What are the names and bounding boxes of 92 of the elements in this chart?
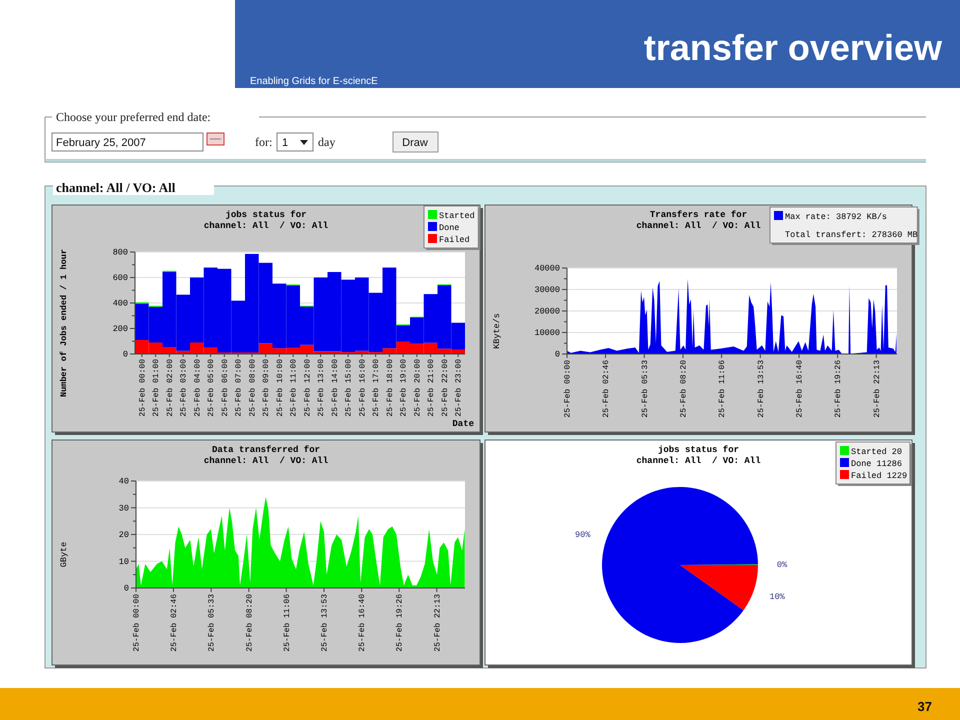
x-tick-label: 25-Feb 09:00 — [262, 358, 272, 417]
x-tick-label: 25-Feb 11:00 — [290, 358, 299, 417]
text: transfer overview — [644, 27, 943, 68]
x-tick-label: 25-Feb 22:13 — [433, 594, 442, 652]
legend-label: Done 11286 — [851, 459, 902, 469]
x-tick-label: 25-Feb 22:13 — [872, 360, 882, 418]
x-tick-label: 25-Feb 07:00 — [234, 358, 244, 417]
pie-slice — [680, 565, 758, 610]
text: 1 — [282, 137, 288, 149]
legend-label: Started — [439, 211, 475, 221]
legend-label: Started 20 — [851, 447, 902, 457]
text: for: — [255, 135, 272, 149]
x-tick-label: 25-Feb 15:00 — [344, 358, 354, 417]
x-tick-label: 25-Feb 16:40 — [796, 360, 805, 418]
x-tick-label: 25-Feb 00:00 — [138, 358, 148, 417]
pie-slice — [602, 487, 758, 643]
x-tick-label: 25-Feb 02:00 — [166, 358, 175, 417]
y-tick-label: 40000 — [534, 264, 560, 274]
chart-subtitle: channel: All / VO: All — [204, 456, 329, 466]
y-tick-label: 200 — [112, 324, 128, 334]
x-tick-label: 25-Feb 05:33 — [640, 360, 650, 418]
x-tick-label: 25-Feb 17:00 — [372, 358, 382, 417]
data-label: 90% — [575, 530, 592, 540]
chart-title: Transfers rate for — [650, 210, 748, 220]
x-tick-label: 25-Feb 13:53 — [320, 594, 330, 652]
text: February 25, 2007 — [56, 137, 146, 149]
x-tick-label: 25-Feb 02:46 — [602, 360, 612, 418]
x-tick-label: 25-Feb 05:33 — [208, 594, 217, 652]
x-tick-label: 25-Feb 11:06 — [718, 360, 728, 418]
y-tick-label: 600 — [112, 273, 128, 284]
chart-title: jobs status for — [658, 445, 740, 455]
y-axis-title: KByte/s — [492, 313, 502, 349]
x-tick-label: 25-Feb 00:00 — [564, 360, 573, 418]
text: day — [318, 135, 336, 149]
y-tick-label: 20 — [118, 530, 129, 540]
x-axis-title: Date — [452, 419, 474, 429]
x-tick-label: 25-Feb 19:26 — [834, 360, 844, 418]
x-tick-label: 25-Feb 23:00 — [454, 358, 464, 417]
y-tick-label: 800 — [112, 248, 128, 258]
x-tick-label: 25-Feb 01:00 — [152, 358, 162, 417]
x-tick-label: 25-Feb 22:00 — [440, 358, 450, 417]
y-tick-label: 40 — [118, 476, 129, 487]
x-tick-label: 25-Feb 04:00 — [193, 358, 202, 417]
text: channel: All / VO: All — [56, 180, 176, 195]
text: channel: All / VO: All — [636, 456, 762, 466]
chart-title: jobs status for — [225, 210, 307, 220]
x-tick-label: 25-Feb 08:20 — [680, 360, 689, 418]
x-tick-label: 25-Feb 14:00 — [330, 358, 340, 417]
x-tick-label: 25-Feb 20:00 — [413, 358, 422, 417]
legend-label: Done — [439, 223, 460, 233]
legend-label: Failed — [439, 235, 470, 245]
y-tick-label: 400 — [112, 298, 128, 309]
x-tick-label: 25-Feb 16:40 — [358, 594, 368, 652]
text: Total transfert: 278360 MB — [785, 230, 918, 240]
x-tick-label: 25-Feb 21:00 — [427, 358, 436, 417]
y-tick-label: 30 — [118, 503, 129, 514]
x-tick-label: 25-Feb 08:20 — [245, 594, 254, 652]
x-tick-label: 25-Feb 08:00 — [248, 358, 258, 417]
legend-label: Failed 1229 — [851, 471, 908, 481]
x-tick-label: 25-Feb 16:00 — [358, 358, 368, 417]
x-tick-label: 25-Feb 19:26 — [396, 594, 405, 652]
y-tick-label: 0 — [124, 584, 129, 594]
x-tick-label: 25-Feb 19:00 — [400, 358, 409, 417]
data-label: 10% — [770, 592, 786, 602]
chart-subtitle: channel: All / VO: All — [204, 221, 329, 231]
y-axis-title: Number of Jobs ended / 1 hour — [59, 249, 69, 397]
y-tick-label: 20000 — [534, 306, 560, 317]
y-tick-label: 0 — [122, 350, 128, 360]
y-tick-label: 30000 — [534, 285, 560, 296]
x-tick-label: 25-Feb 00:00 — [132, 594, 142, 652]
x-tick-label: 25-Feb 12:00 — [303, 358, 312, 417]
x-tick-label: 25-Feb 13:53 — [756, 360, 766, 418]
chart-title: Data transferred for — [212, 445, 320, 455]
text: Choose your preferred end date: — [56, 110, 211, 124]
y-axis-title: GByte — [59, 542, 69, 568]
y-tick-label: 10000 — [534, 328, 560, 338]
data-label: 0% — [776, 560, 788, 570]
chart-subtitle: channel: All / VO: All — [636, 221, 762, 231]
x-tick-label: 25-Feb 10:00 — [276, 358, 285, 417]
legend-label: Max rate: 38792 KB/s — [785, 212, 888, 222]
text: Draw — [402, 137, 428, 149]
y-tick-label: 0 — [554, 350, 560, 360]
x-tick-label: 25-Feb 05:00 — [207, 358, 216, 417]
x-tick-label: 25-Feb 13:00 — [317, 358, 326, 417]
text: 37 — [918, 699, 932, 714]
x-tick-label: 25-Feb 18:00 — [386, 358, 395, 417]
text: Enabling Grids for E-sciencE — [250, 76, 378, 87]
y-tick-label: 10 — [118, 556, 129, 567]
x-tick-label: 25-Feb 02:46 — [170, 594, 180, 652]
x-tick-label: 25-Feb 11:06 — [282, 594, 292, 652]
x-tick-label: 25-Feb 06:00 — [220, 358, 230, 417]
x-tick-label: 25-Feb 03:00 — [180, 358, 189, 417]
